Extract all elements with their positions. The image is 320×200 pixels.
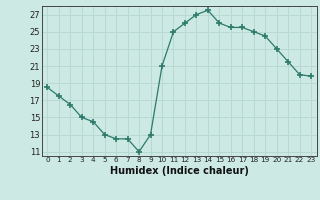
X-axis label: Humidex (Indice chaleur): Humidex (Indice chaleur) [110, 166, 249, 176]
